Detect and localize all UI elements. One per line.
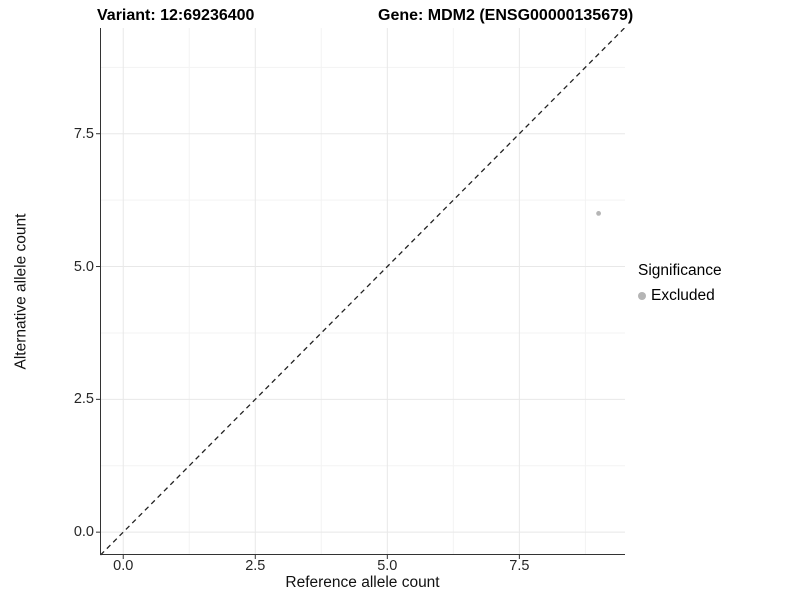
data-point xyxy=(596,211,601,216)
x-tick-label: 5.0 xyxy=(377,558,398,574)
legend-item-label: Excluded xyxy=(651,287,715,304)
y-tick-label: 7.5 xyxy=(73,125,94,142)
gene-title: Gene: MDM2 (ENSG00000135679) xyxy=(378,7,634,24)
identity-line xyxy=(100,28,625,556)
y-axis-label: Alternative allele count xyxy=(12,213,30,370)
y-tick-label: 0.0 xyxy=(73,524,94,541)
x-tick-label: 2.5 xyxy=(245,558,266,574)
legend-title: Significance xyxy=(638,262,722,279)
variant-title: Variant: 12:69236400 xyxy=(97,7,255,24)
legend: Significance Excluded xyxy=(638,262,722,305)
legend-item-excluded: Excluded xyxy=(638,287,722,305)
plot-panel xyxy=(96,28,625,559)
legend-point-icon xyxy=(638,292,646,300)
y-tick-label: 5.0 xyxy=(73,258,94,275)
x-tick-label: 7.5 xyxy=(509,558,530,574)
x-axis-label: Reference allele count xyxy=(285,574,440,591)
y-tick-label: 2.5 xyxy=(73,391,94,408)
x-tick-label: 0.0 xyxy=(113,558,134,574)
